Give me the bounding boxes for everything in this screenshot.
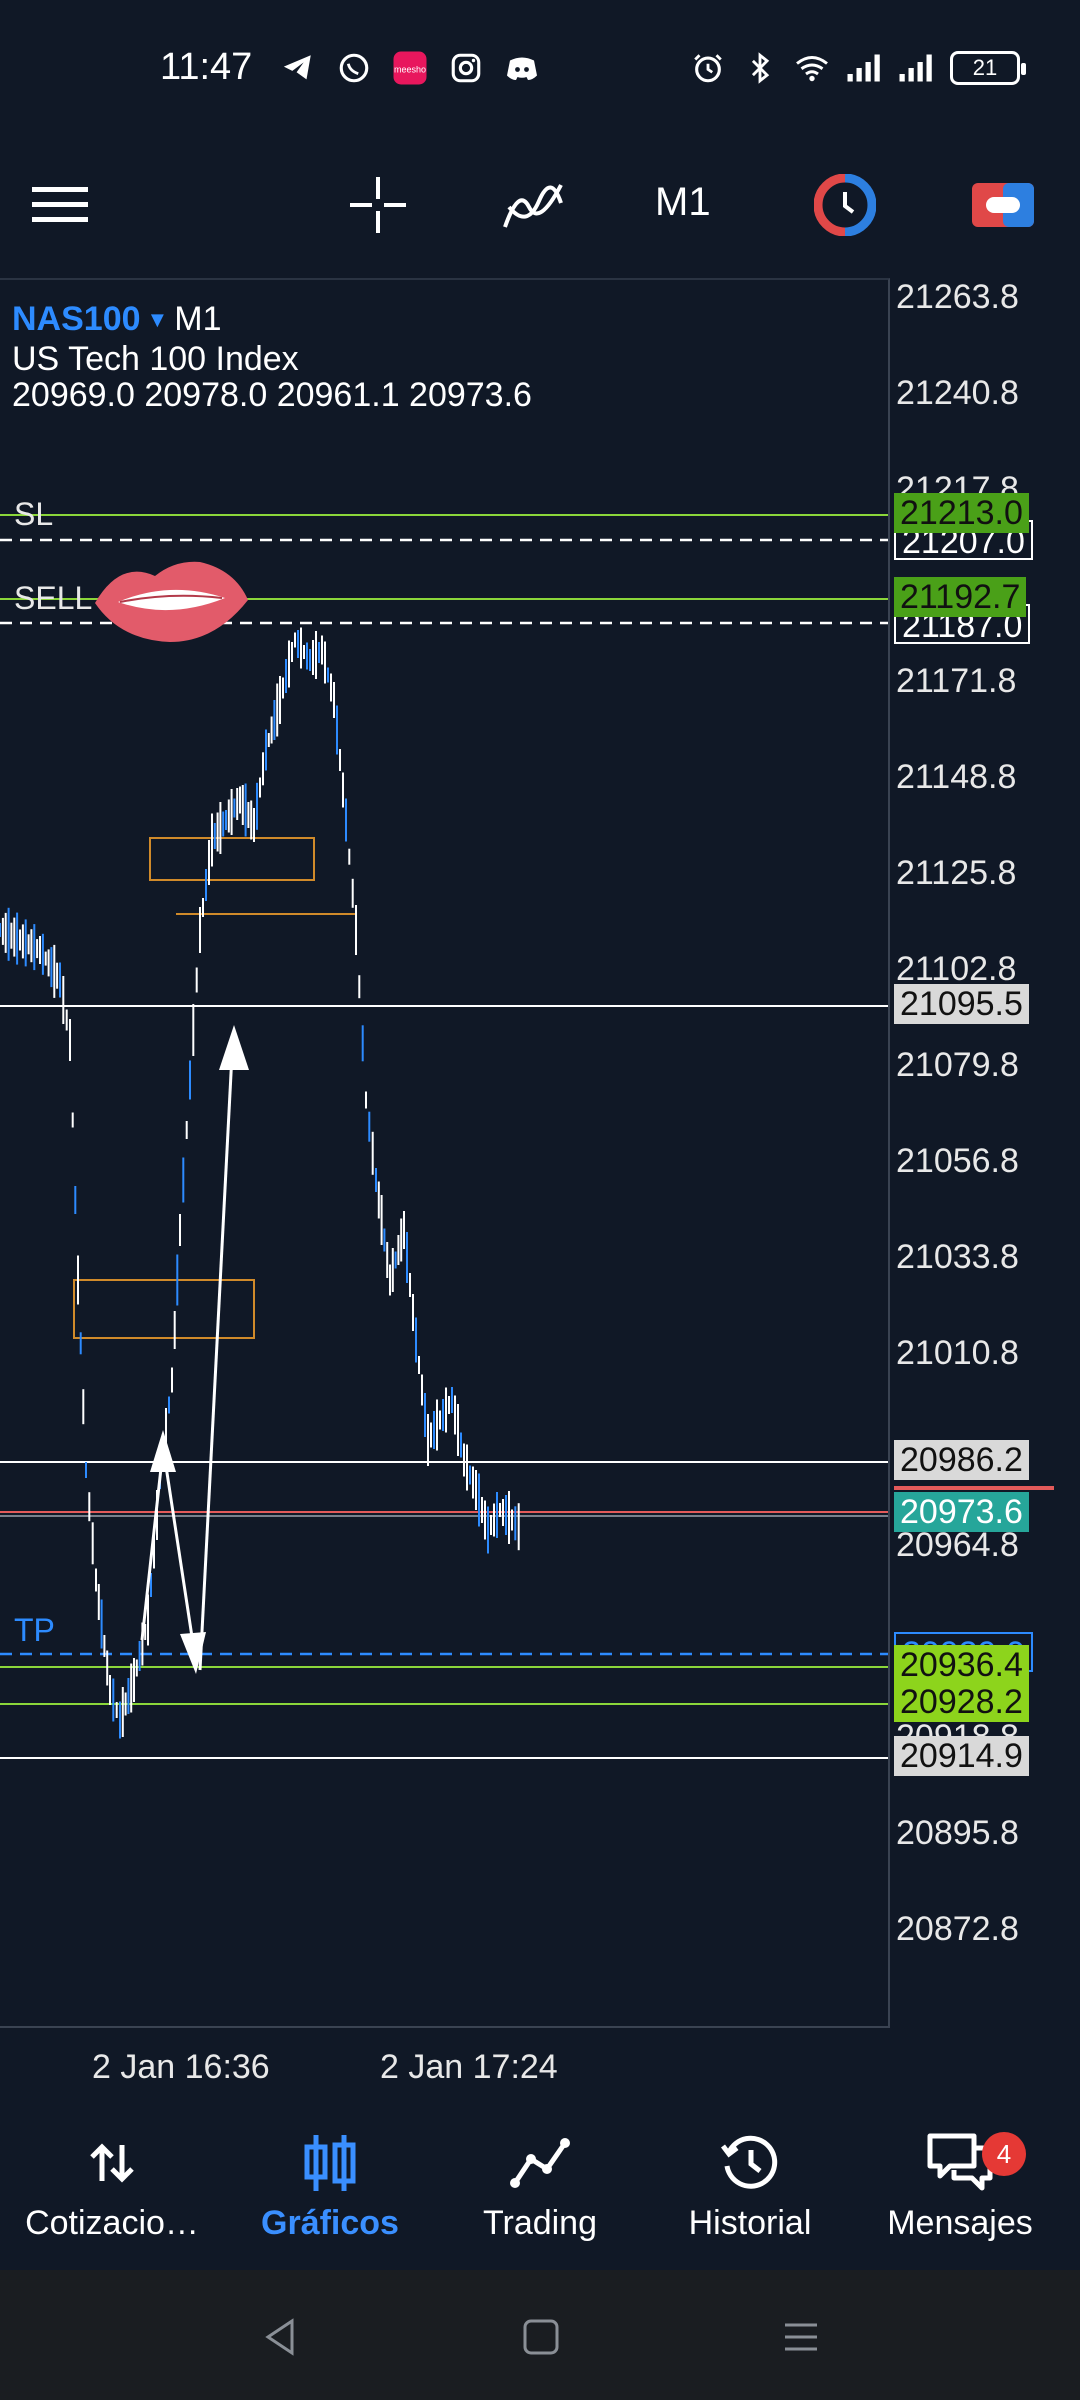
menu-icon[interactable] (25, 170, 95, 240)
telegram-icon (280, 50, 316, 86)
price-tick: 21102.8 (896, 950, 1017, 988)
svg-text:meesho: meesho (394, 65, 426, 75)
hline-price-tag[interactable]: 20914.9 (894, 1736, 1029, 1776)
notification-icons: meesho (280, 50, 540, 86)
time-tick: 2 Jan 17:24 (380, 2048, 558, 2086)
nav-label: Cotizacio… (25, 2204, 199, 2242)
sell-label: SELL (14, 580, 93, 616)
home-icon[interactable] (516, 2312, 566, 2362)
nav-label: Trading (482, 2204, 598, 2242)
price-tick: 20872.8 (896, 1910, 1019, 1948)
bluetooth-icon (742, 50, 778, 86)
nav-label: Mensajes (887, 2204, 1033, 2242)
price-tick: 21148.8 (896, 758, 1017, 796)
price-tick: 21079.8 (896, 1046, 1019, 1084)
alarm-icon (690, 50, 726, 86)
trading-icon (509, 2128, 571, 2198)
symbol-header[interactable]: NAS100 ▼ M1 (12, 300, 532, 339)
indicators-icon[interactable] (498, 170, 568, 240)
current-price-tag[interactable]: 20973.6 (894, 1492, 1029, 1532)
nav-trading[interactable]: Trading (432, 2128, 648, 2258)
signal-icon (846, 50, 882, 86)
price-axis[interactable]: 21263.8 21240.8 21217.8 21171.8 21148.8 … (890, 278, 1080, 2028)
symbol-description: US Tech 100 Index (12, 340, 299, 378)
tp1-price-tag[interactable]: 20936.4 (894, 1645, 1029, 1685)
price-tick: 20895.8 (896, 1814, 1019, 1852)
nav-charts[interactable]: Gráficos (222, 2128, 438, 2258)
discord-icon (504, 50, 540, 86)
nav-label: Historial (688, 2204, 812, 2242)
symbol-info: NAS100 ▼ M1 US Tech 100 Index 20969.0 20… (12, 300, 532, 413)
arrow-head-icon (180, 1632, 206, 1674)
trade-toggle-icon[interactable] (968, 170, 1038, 240)
symbol-ohlc: 20969.0 20978.0 20961.1 20973.6 (12, 376, 532, 414)
system-navigation-bar (0, 2270, 1080, 2400)
arrow-line[interactable] (160, 1439, 196, 1651)
quotes-icon (84, 2128, 140, 2198)
price-tick: 21010.8 (896, 1334, 1019, 1372)
clock-icon[interactable] (810, 170, 880, 240)
hline-price-tag[interactable]: 20986.2 (894, 1440, 1029, 1480)
nav-history[interactable]: Historial (642, 2128, 858, 2258)
dropdown-arrow-icon[interactable]: ▼ (146, 306, 169, 332)
symbol-timeframe: M1 (174, 300, 222, 338)
price-tick: 20964.8 (896, 1526, 1019, 1564)
lips-sticker-icon (95, 561, 248, 642)
bottom-navigation: Cotizacio… Gráficos Trading Historial Me… (0, 2108, 1080, 2270)
price-tick: 21056.8 (896, 1142, 1019, 1180)
tp2-price-tag[interactable]: 20928.2 (894, 1682, 1029, 1722)
history-icon (719, 2128, 781, 2198)
timeframe-selector[interactable]: M1 (655, 180, 711, 224)
system-status-icons: 21 (690, 50, 1026, 86)
arrow-line[interactable] (140, 1449, 165, 1641)
tp-label: TP (14, 1612, 55, 1648)
hline-price-tag[interactable]: 21095.5 (894, 984, 1029, 1024)
wifi-icon (794, 50, 830, 86)
symbol-name[interactable]: NAS100 (12, 300, 141, 338)
nav-messages[interactable]: Mensajes 4 (852, 2128, 1068, 2258)
price-tick: 21240.8 (896, 374, 1019, 412)
price-tick: 21263.8 (896, 278, 1019, 316)
messages-badge: 4 (982, 2132, 1026, 2176)
signal-icon (898, 50, 934, 86)
sell-price-tag[interactable]: 21192.7 (894, 577, 1027, 617)
chart-toolbar: M1 (0, 140, 1080, 270)
instagram-icon (448, 50, 484, 86)
candlestick-plot[interactable] (0, 280, 890, 2028)
demand-zone-box[interactable] (73, 1279, 255, 1339)
sl-price-tag[interactable]: 21213.0 (894, 493, 1029, 533)
back-icon[interactable] (255, 2312, 305, 2362)
time-tick: 2 Jan 16:36 (92, 2048, 270, 2086)
battery-indicator: 21 (950, 51, 1026, 85)
arrow-head-icon (219, 1025, 249, 1070)
price-tick: 21033.8 (896, 1238, 1019, 1276)
status-bar: 11:47 meesho 21 (0, 0, 1080, 140)
recents-icon[interactable] (776, 2312, 826, 2362)
crosshair-icon[interactable] (343, 170, 413, 240)
supply-zone-box[interactable] (149, 837, 315, 881)
sl-label: SL (14, 496, 54, 532)
price-tick: 21125.8 (896, 854, 1017, 892)
candles-group (0, 627, 520, 1739)
current-price-marker (894, 1486, 1054, 1490)
whatsapp-icon (336, 50, 372, 86)
status-time: 11:47 (160, 46, 253, 88)
charts-icon (302, 2128, 358, 2198)
time-axis[interactable]: 2 Jan 16:36 2 Jan 17:24 (0, 2028, 1080, 2108)
nav-label: Gráficos (261, 2204, 399, 2242)
price-chart[interactable] (0, 278, 890, 2028)
price-tick: 21171.8 (896, 662, 1017, 700)
nav-quotes[interactable]: Cotizacio… (4, 2128, 220, 2258)
arrow-line[interactable] (198, 1034, 235, 1671)
meesho-icon: meesho (392, 50, 428, 86)
